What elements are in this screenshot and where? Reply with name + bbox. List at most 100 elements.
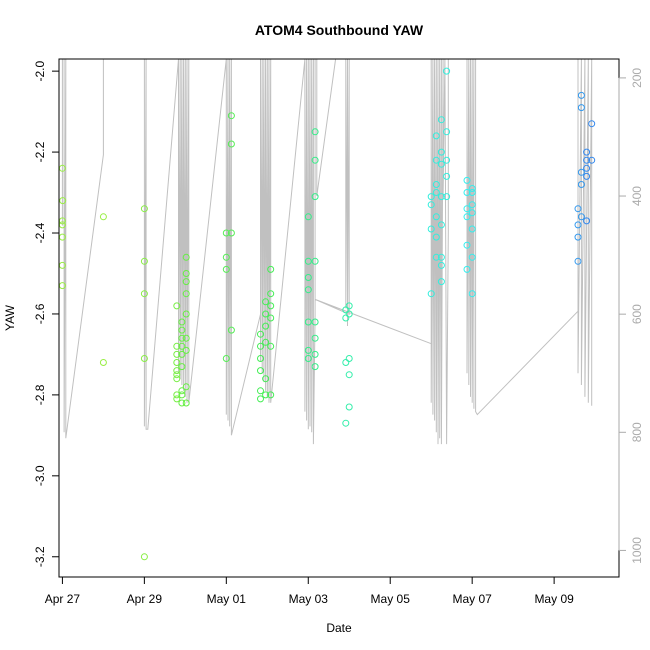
data-point	[437, 253, 445, 261]
data-point	[311, 318, 319, 326]
y-tick-label: -2.8	[33, 384, 47, 405]
data-point	[468, 290, 476, 298]
y-tick-label: -3.0	[33, 465, 47, 486]
data-point	[342, 314, 350, 322]
data-point	[427, 201, 435, 209]
data-point	[140, 290, 148, 298]
data-point	[574, 205, 582, 213]
data-point	[99, 359, 107, 366]
data-point	[140, 205, 148, 213]
data-point	[443, 67, 451, 75]
data-point	[182, 346, 190, 354]
data-point	[463, 205, 471, 213]
y-tick-label: -2.0	[33, 60, 47, 81]
data-point	[267, 342, 275, 350]
data-point	[577, 213, 585, 221]
data-point	[432, 132, 440, 140]
x-tick-label: May 09	[534, 592, 574, 606]
data-point	[227, 112, 235, 120]
data-point	[577, 181, 585, 188]
plot-frame	[58, 58, 620, 578]
y-tick-label: -3.2	[33, 546, 47, 567]
x-tick-label: Apr 27	[45, 592, 81, 606]
data-point	[178, 399, 186, 407]
data-point	[257, 395, 264, 403]
data-point	[583, 164, 591, 172]
data-point	[182, 334, 190, 342]
data-point	[311, 350, 319, 358]
data-point	[173, 391, 181, 399]
secondary-line-layer	[61, 58, 593, 445]
data-point	[182, 253, 190, 261]
data-point	[304, 286, 312, 294]
data-point	[443, 156, 451, 164]
data-point	[574, 257, 582, 265]
data-point	[345, 310, 353, 318]
data-point	[583, 156, 591, 164]
data-point	[468, 189, 476, 196]
data-point	[178, 342, 186, 350]
data-point	[437, 221, 445, 229]
data-point	[178, 387, 186, 395]
data-point	[427, 290, 435, 298]
data-point	[267, 290, 275, 298]
data-point	[227, 326, 235, 334]
data-point	[222, 229, 230, 237]
data-point	[59, 197, 67, 205]
data-point	[178, 363, 186, 371]
data-point	[311, 334, 319, 342]
data-point	[262, 391, 270, 399]
data-point	[262, 375, 270, 383]
data-point	[182, 278, 190, 286]
data-point	[432, 233, 440, 241]
y-axis-right: 200 400 600 800 1000	[618, 68, 644, 564]
data-point	[443, 193, 451, 201]
data-point	[178, 391, 186, 399]
data-point	[173, 342, 181, 350]
data-point	[345, 371, 353, 379]
data-point	[267, 302, 275, 310]
data-point	[262, 322, 270, 330]
data-point	[173, 371, 181, 379]
secondary-series-line	[61, 58, 593, 445]
data-point	[182, 310, 190, 318]
data-point	[311, 193, 319, 201]
data-point	[257, 367, 264, 375]
y2-tick-label: 1000	[630, 537, 644, 564]
data-point	[304, 257, 312, 265]
data-point	[583, 217, 591, 225]
data-point	[262, 298, 270, 306]
data-point	[173, 350, 181, 358]
data-point	[304, 318, 312, 326]
data-point	[227, 229, 235, 237]
y2-tick-label: 800	[630, 422, 644, 442]
data-point	[437, 148, 445, 156]
data-point	[267, 265, 275, 273]
data-point	[468, 201, 476, 209]
y-tick-label: -2.4	[33, 222, 47, 243]
data-point	[173, 395, 181, 403]
data-point	[311, 156, 319, 164]
yaw-points-layer	[58, 67, 596, 561]
data-point	[267, 314, 275, 322]
data-point	[432, 181, 440, 188]
data-point	[304, 213, 312, 221]
data-point	[345, 403, 353, 411]
data-point	[342, 419, 350, 427]
data-point	[178, 318, 186, 326]
data-point	[173, 302, 181, 310]
y-tick-label: -2.6	[33, 303, 47, 324]
data-point	[345, 302, 353, 310]
data-point	[437, 193, 445, 201]
x-tick-label: May 05	[371, 592, 411, 606]
data-point	[257, 355, 264, 362]
data-point	[99, 213, 107, 221]
data-point	[427, 193, 435, 201]
data-point	[178, 350, 186, 358]
data-point	[437, 261, 445, 269]
data-point	[222, 265, 230, 273]
data-point	[427, 225, 435, 233]
data-point	[304, 274, 312, 281]
data-point	[140, 553, 148, 561]
data-point	[262, 338, 270, 346]
